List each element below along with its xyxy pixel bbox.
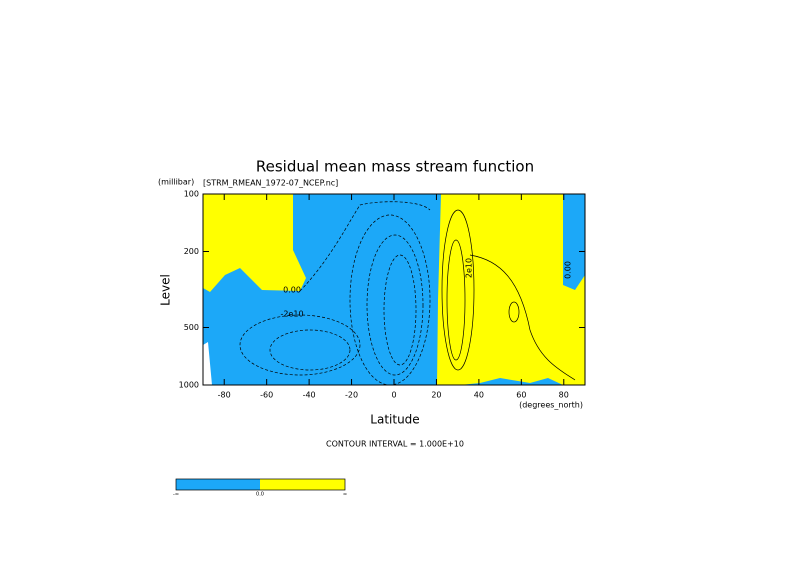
colorbar-swatch	[176, 479, 260, 490]
x-tick-label: 60	[516, 391, 526, 400]
contour-line	[299, 201, 431, 292]
contour-label: 2e10	[465, 258, 474, 278]
x-tick-label: -60	[260, 391, 273, 400]
contour-label: -2e10	[280, 310, 303, 319]
x-tick-label: 40	[474, 391, 484, 400]
y-axis-title: Level	[159, 274, 173, 306]
positive-region	[437, 194, 585, 385]
x-tick-label: -80	[218, 391, 231, 400]
contour-line	[239, 314, 361, 376]
x-tick-label: 80	[559, 391, 569, 400]
y-tick-label: 200	[184, 247, 199, 256]
positive-region	[203, 194, 306, 292]
contour-line	[269, 329, 351, 371]
contour-line	[446, 239, 466, 361]
y-tick-label: 100	[184, 190, 199, 199]
footnote: CONTOUR INTERVAL = 1.000E+10	[326, 440, 464, 449]
contour-fill	[203, 194, 585, 385]
contour-line	[383, 254, 417, 366]
colorbar-label: ∞	[343, 492, 347, 498]
missing-region	[203, 342, 212, 385]
contour-label: 0.00	[283, 286, 301, 295]
y-tick-label: 1000	[179, 381, 199, 390]
subtitle: [STRM_RMEAN_1972-07_NCEP.nc]	[203, 179, 338, 188]
chart-title: Residual mean mass stream function	[256, 158, 534, 176]
x-axis-title: Latitude	[370, 413, 419, 427]
contour-line	[508, 301, 520, 323]
colorbar-label: -∞	[173, 492, 179, 498]
x-tick-label: 20	[431, 391, 441, 400]
contour-lines	[239, 201, 576, 386]
y-unit: (millibar)	[158, 178, 194, 187]
contour-line	[469, 254, 576, 381]
y-tick-label: 500	[184, 323, 199, 332]
contour-label: 0.00	[564, 261, 573, 279]
colorbar-label: 0.0	[256, 492, 264, 498]
x-tick-label: -20	[345, 391, 358, 400]
colorbar-swatch	[260, 479, 345, 490]
contour-line	[366, 234, 424, 376]
x-unit: (degrees_north)	[519, 401, 583, 410]
x-tick-label: -40	[303, 391, 316, 400]
colorbar-frame	[175, 478, 346, 491]
x-tick-label: 0	[391, 391, 396, 400]
contour-line	[441, 209, 475, 371]
